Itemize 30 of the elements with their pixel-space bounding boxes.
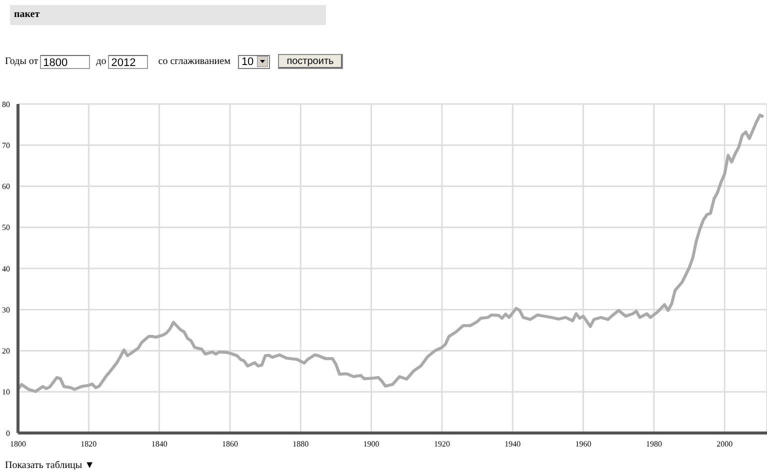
x-tick-label: 1880 bbox=[292, 440, 309, 449]
x-tick-label: 1920 bbox=[434, 440, 450, 449]
y-tick-label: 30 bbox=[2, 305, 10, 314]
chart-title: пакет bbox=[10, 5, 326, 25]
x-tick-label: 1840 bbox=[151, 440, 168, 449]
text: Показать таблицы ▼ bbox=[5, 460, 95, 471]
y-tick-label: 0 bbox=[6, 428, 10, 438]
text: Годы от bbox=[5, 56, 38, 67]
y-tick-label: 70 bbox=[2, 140, 10, 150]
text: до bbox=[96, 56, 106, 67]
y-tick-label: 20 bbox=[2, 346, 10, 356]
y-tick-label: 80 bbox=[2, 100, 10, 109]
x-tick-label: 1960 bbox=[575, 440, 592, 449]
x-tick-label: 1820 bbox=[80, 440, 97, 449]
x-tick-label: 1900 bbox=[363, 440, 380, 449]
x-tick-label: 1940 bbox=[504, 440, 521, 449]
x-tick-label: 1800 bbox=[10, 440, 26, 449]
y-tick-label: 10 bbox=[2, 388, 10, 397]
text: со сглаживанием bbox=[158, 56, 230, 67]
text: построить bbox=[278, 54, 343, 69]
y-tick-label: 60 bbox=[2, 182, 10, 192]
text: 10 bbox=[240, 56, 255, 68]
y-tick-label: 50 bbox=[2, 223, 10, 232]
x-tick-label: 2000 bbox=[716, 440, 733, 449]
text: 1800 bbox=[40, 54, 90, 68]
line-series bbox=[18, 114, 765, 393]
x-tick-label: 1860 bbox=[222, 440, 238, 449]
text: 2012 bbox=[108, 54, 148, 68]
x-tick-label: 1980 bbox=[646, 440, 662, 449]
y-tick-label: 40 bbox=[2, 264, 10, 274]
